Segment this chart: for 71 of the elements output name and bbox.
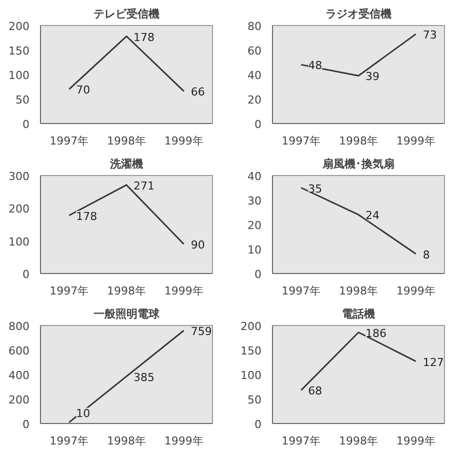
chart-title: テレビ受信機 [94, 8, 160, 20]
y-tick-label: 60 [248, 44, 262, 58]
y-tick-label: 0 [22, 418, 30, 431]
data-label: 24 [366, 209, 380, 222]
data-label: 90 [190, 238, 205, 252]
data-label: 68 [308, 384, 322, 398]
y-tick-label: 30 [248, 194, 262, 208]
y-tick-label: 50 [248, 394, 262, 406]
x-tick-label: 1997年 [282, 134, 321, 148]
y-tick-label: 600 [8, 344, 30, 358]
y-tick-label: 300 [8, 170, 30, 183]
y-tick-label: 100 [8, 69, 30, 82]
x-tick-label: 1998年 [107, 434, 146, 448]
x-tick-label: 1999年 [164, 284, 204, 298]
x-tick-label: 1998年 [339, 134, 378, 148]
y-tick-label: 200 [8, 20, 30, 33]
data-label: 35 [308, 182, 322, 196]
chart-title: ラジオ受信機 [326, 8, 392, 20]
x-tick-label: 1999年 [396, 434, 436, 448]
data-label: 127 [422, 356, 444, 369]
y-tick-label: 100 [240, 369, 262, 382]
x-tick-label: 1998年 [107, 284, 146, 298]
data-label: 39 [366, 70, 380, 84]
y-tick-label: 80 [248, 20, 262, 33]
x-tick-label: 1997年 [50, 434, 89, 448]
x-tick-label: 1999年 [164, 434, 204, 448]
y-tick-label: 0 [22, 118, 30, 131]
x-tick-label: 1997年 [50, 284, 89, 298]
x-tick-label: 1998年 [107, 134, 146, 148]
x-tick-label: 1997年 [50, 134, 89, 148]
data-label: 48 [308, 59, 322, 72]
data-label: 178 [76, 210, 98, 223]
data-label: 186 [366, 326, 386, 340]
x-tick-label: 1997年 [282, 284, 321, 298]
y-tick-label: 0 [22, 268, 30, 281]
y-tick-label: 800 [8, 320, 30, 333]
y-tick-label: 150 [8, 44, 30, 58]
x-tick-label: 1998年 [339, 284, 378, 298]
y-tick-label: 20 [248, 219, 262, 232]
data-label: 73 [422, 28, 437, 42]
data-label: 10 [76, 406, 90, 420]
x-tick-label: 1999年 [396, 134, 436, 148]
x-tick-label: 1999年 [164, 134, 204, 148]
y-tick-label: 20 [248, 94, 262, 106]
data-label: 759 [190, 325, 212, 338]
y-tick-label: 200 [8, 394, 30, 406]
x-tick-label: 1999年 [396, 284, 436, 298]
data-label: 271 [134, 179, 154, 192]
y-tick-label: 0 [254, 418, 262, 431]
chart-title: 電話機 [342, 308, 375, 320]
chart-title: 扇風機･換気扇 [322, 158, 394, 170]
y-tick-label: 400 [8, 369, 30, 382]
chart-title: 洗濯機 [109, 158, 143, 170]
y-tick-label: 40 [248, 69, 262, 82]
y-tick-label: 0 [254, 268, 262, 281]
data-label: 178 [134, 30, 154, 44]
chart-title: 一般照明電球 [94, 308, 160, 320]
x-tick-label: 1997年 [282, 434, 321, 448]
data-label: 385 [134, 370, 154, 384]
y-tick-label: 200 [240, 320, 262, 333]
y-tick-label: 10 [248, 244, 262, 256]
data-label: 8 [422, 248, 430, 262]
y-tick-label: 150 [240, 344, 262, 358]
y-tick-label: 100 [8, 235, 30, 248]
y-tick-label: 0 [254, 118, 262, 131]
data-label: 70 [76, 84, 90, 97]
x-tick-label: 1998年 [339, 434, 378, 448]
y-tick-label: 50 [16, 94, 30, 106]
y-tick-label: 40 [248, 170, 262, 183]
data-label: 66 [190, 86, 205, 99]
y-tick-label: 200 [8, 202, 30, 216]
